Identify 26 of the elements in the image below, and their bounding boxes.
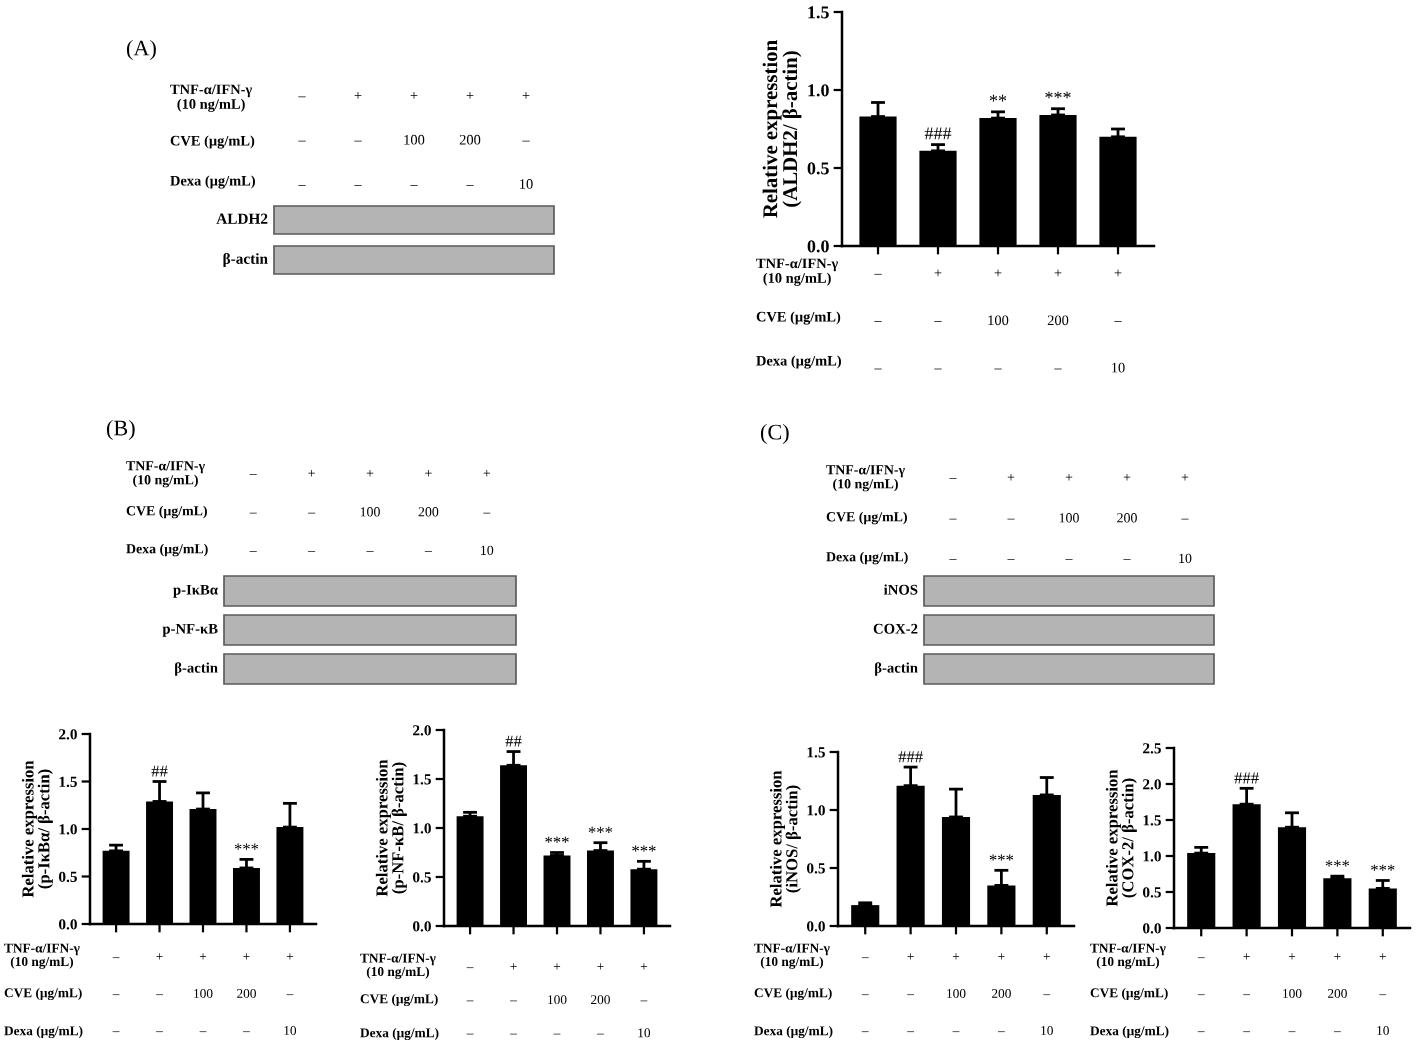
annotation: *** [989, 854, 1014, 861]
text: (B) [106, 419, 135, 441]
y-tick-label: 1.0 [808, 84, 829, 97]
annotation: *** [632, 845, 656, 852]
text: (C) [760, 423, 789, 445]
text: (A) [126, 39, 156, 61]
annotation: ### [898, 751, 923, 763]
annotation: ### [1234, 772, 1259, 784]
y-axis-title: Relative expression (p-NF-κB/ β-actin) [375, 759, 407, 897]
y-tick-label: 1.5 [808, 6, 829, 19]
annotation: *** [234, 843, 259, 850]
y-axis-title: Relative expression (p-IκBα/ β-actin) [21, 760, 53, 898]
annotation: *** [1371, 864, 1395, 871]
annotation: *** [1325, 860, 1350, 867]
annotation: *** [588, 826, 613, 833]
annotation: ## [151, 765, 168, 777]
annotation: ### [924, 127, 952, 140]
y-tick-label: 0.0 [807, 240, 829, 253]
y-axis-title: Relative expresstion (ALDH2/ β-actin) [762, 40, 802, 218]
annotation: *** [1045, 91, 1071, 99]
y-axis-title: Relative expression (COX-2/ β-actin) [1105, 769, 1137, 907]
annotation: ** [989, 94, 1007, 102]
y-tick-label: 0.5 [807, 162, 829, 175]
annotation: ## [505, 735, 522, 747]
annotation: *** [545, 836, 569, 843]
y-axis-title: Relative expression (iNOS/ β-actin) [769, 770, 801, 908]
